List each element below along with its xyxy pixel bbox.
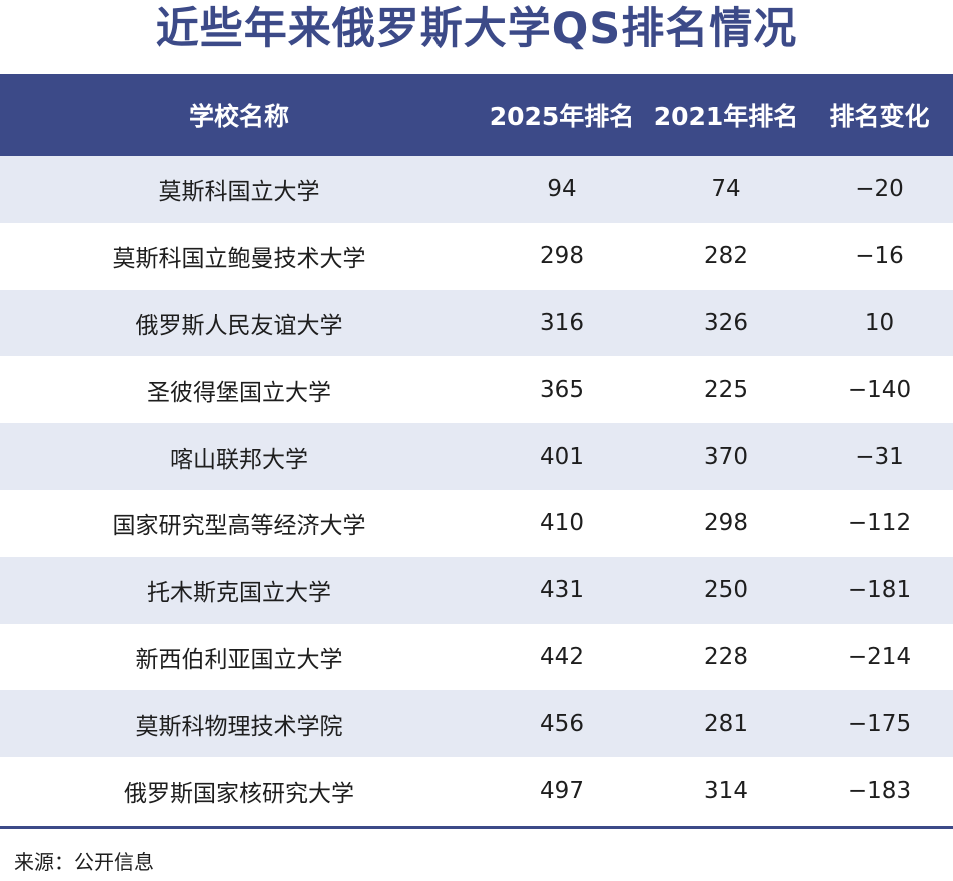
- school-name-cell: 莫斯科国立大学: [158, 179, 320, 206]
- table-row: 圣彼得堡国立大学 365 225 −140: [0, 356, 953, 424]
- rank-2025-cell: 365: [540, 376, 584, 403]
- table-body: 莫斯科国立大学 94 74 −20 莫斯科国立鲍曼技术大学 298 282 −1…: [0, 156, 953, 824]
- rank-change-cell: −140: [847, 376, 912, 403]
- rank-2021-cell: 228: [704, 643, 748, 670]
- rank-change-cell: −175: [847, 710, 912, 737]
- school-name-cell: 俄罗斯国家核研究大学: [124, 780, 354, 807]
- table-row: 喀山联邦大学 401 370 −31: [0, 423, 953, 490]
- rank-change-cell: −112: [847, 510, 912, 537]
- source-note: 来源：公开信息: [14, 850, 154, 874]
- rank-2025-cell: 410: [540, 510, 584, 537]
- table-row: 托木斯克国立大学 431 250 −181: [0, 556, 953, 624]
- rank-2021-cell: 250: [704, 577, 748, 604]
- rank-change-cell: −214: [847, 643, 912, 670]
- table-row: 国家研究型高等经济大学 410 298 −112: [0, 489, 953, 557]
- table-row: 俄罗斯人民友谊大学 316 326 10: [0, 289, 953, 357]
- table-row: 新西伯利亚国立大学 442 228 −214: [0, 623, 953, 691]
- column-header-rank-2025: 2025年排名: [489, 102, 635, 131]
- school-name-cell: 圣彼得堡国立大学: [147, 379, 331, 406]
- rank-change-cell: −20: [855, 176, 904, 203]
- rank-2021-cell: 282: [704, 243, 748, 270]
- column-header-rank-2021: 2021年排名: [653, 102, 799, 131]
- rank-2021-cell: 225: [704, 376, 748, 403]
- rank-2021-cell: 74: [711, 176, 741, 203]
- table-row: 莫斯科国立大学 94 74 −20: [0, 156, 953, 223]
- rank-2025-cell: 431: [540, 577, 584, 604]
- rank-2025-cell: 497: [540, 777, 584, 804]
- rank-change-cell: −181: [847, 577, 912, 604]
- school-name-cell: 国家研究型高等经济大学: [112, 513, 366, 540]
- column-header-school: 学校名称: [188, 102, 289, 131]
- page-title: 近些年来俄罗斯大学QS排名情况: [155, 4, 798, 54]
- rank-change-cell: −31: [855, 443, 904, 470]
- rank-2025-cell: 94: [547, 176, 577, 203]
- rank-2021-cell: 370: [704, 443, 748, 470]
- table-header: 学校名称 2025年排名 2021年排名 排名变化: [0, 74, 953, 156]
- school-name-cell: 俄罗斯人民友谊大学: [135, 312, 343, 339]
- rank-change-cell: −16: [855, 243, 904, 270]
- rank-2025-cell: 401: [540, 443, 584, 470]
- rank-2025-cell: 456: [540, 710, 584, 737]
- column-header-rank-change: 排名变化: [829, 102, 930, 131]
- school-name-cell: 莫斯科国立鲍曼技术大学: [112, 246, 366, 273]
- rank-change-cell: −183: [847, 777, 912, 804]
- rank-2025-cell: 298: [540, 243, 584, 270]
- rank-2021-cell: 281: [704, 710, 748, 737]
- bottom-divider: [0, 826, 953, 829]
- rank-2021-cell: 298: [704, 510, 748, 537]
- rank-2025-cell: 442: [540, 643, 584, 670]
- school-name-cell: 喀山联邦大学: [170, 446, 308, 473]
- rank-change-cell: 10: [864, 309, 895, 336]
- rank-2021-cell: 314: [704, 777, 748, 804]
- table-row: 莫斯科国立鲍曼技术大学 298 282 −16: [0, 222, 953, 290]
- school-name-cell: 新西伯利亚国立大学: [135, 646, 343, 673]
- rank-2025-cell: 316: [540, 309, 584, 336]
- school-name-cell: 托木斯克国立大学: [147, 580, 331, 607]
- school-name-cell: 莫斯科物理技术学院: [135, 713, 343, 740]
- table-row: 莫斯科物理技术学院 456 281 −175: [0, 690, 953, 758]
- rank-2021-cell: 326: [704, 309, 748, 336]
- table-row: 俄罗斯国家核研究大学 497 314 −183: [0, 757, 953, 824]
